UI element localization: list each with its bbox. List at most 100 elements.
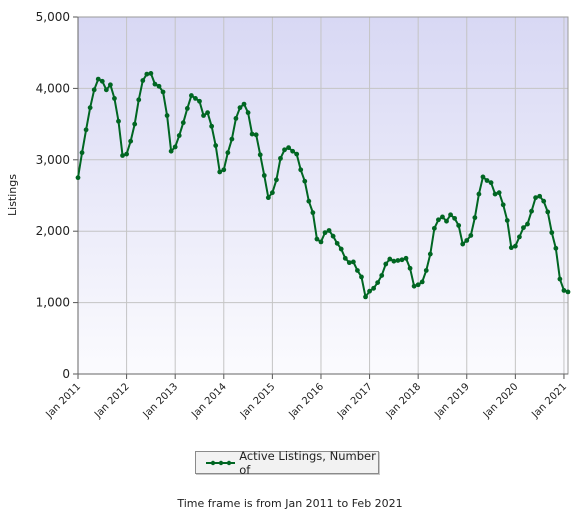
data-point (371, 285, 377, 291)
data-point (201, 113, 206, 118)
data-point (359, 274, 364, 280)
data-point (440, 214, 445, 220)
data-point (395, 258, 401, 263)
data-point (132, 121, 138, 127)
data-point (103, 87, 109, 93)
data-point (484, 178, 490, 183)
data-point (91, 87, 97, 93)
data-point (391, 258, 397, 264)
data-point (480, 174, 486, 180)
data-point (427, 251, 433, 257)
data-point (128, 138, 134, 144)
x-tick-label: Jan 2011 (43, 381, 83, 421)
data-point (83, 127, 89, 133)
data-point (553, 245, 559, 251)
data-point (407, 265, 413, 271)
data-point (249, 131, 255, 137)
data-point (431, 225, 437, 231)
data-point (314, 236, 320, 242)
data-point (205, 110, 210, 116)
data-point (148, 71, 154, 76)
data-point (302, 178, 308, 184)
x-tick-label: Jan 2013 (141, 381, 181, 421)
data-point (176, 133, 182, 138)
data-point (79, 150, 85, 156)
data-point (472, 215, 478, 221)
data-point (419, 279, 425, 285)
y-tick-label: 2,000 (36, 224, 70, 238)
data-point (322, 230, 328, 236)
y-tick-label: 3,000 (36, 153, 70, 167)
data-point (517, 234, 522, 240)
data-point (383, 261, 389, 267)
data-point (112, 95, 117, 101)
data-point (533, 195, 539, 201)
data-point (261, 173, 267, 178)
data-point (561, 288, 567, 293)
data-point (334, 240, 340, 246)
legend-swatch (206, 460, 236, 465)
data-point (164, 113, 170, 118)
data-point (541, 198, 547, 204)
data-point (209, 123, 215, 129)
grid (77, 16, 568, 375)
data-point (379, 273, 385, 278)
data-point (188, 93, 194, 98)
data-point (342, 255, 348, 261)
data-point (180, 120, 186, 126)
data-point (468, 233, 474, 238)
data-point (156, 83, 162, 89)
data-point (107, 82, 113, 88)
data-point (310, 210, 316, 216)
data-point (75, 175, 81, 181)
x-tick-label: Jan 2017 (335, 381, 375, 421)
x-tick-label: Jan 2018 (384, 381, 424, 421)
data-point (529, 208, 534, 214)
data-point (278, 155, 283, 161)
data-point (318, 239, 324, 245)
data-point (221, 167, 227, 173)
y-tick-label: 0 (62, 367, 70, 381)
data-point (492, 191, 498, 197)
data-point (144, 71, 150, 77)
data-point (350, 259, 356, 265)
data-point (172, 144, 178, 150)
plot-area (78, 17, 568, 374)
x-tick-label: Jan 2014 (189, 381, 229, 421)
data-point (269, 190, 275, 196)
data-point (294, 151, 300, 157)
y-axis-label: Listings (6, 174, 19, 216)
data-point (253, 132, 259, 138)
data-point (363, 294, 368, 300)
legend-label: Active Listings, Number of (239, 448, 376, 477)
data-point (217, 169, 223, 175)
data-point (399, 257, 405, 263)
data-point (197, 98, 202, 104)
y-tick-label: 5,000 (36, 10, 70, 24)
data-point (87, 105, 93, 111)
data-point (464, 238, 470, 243)
data-point (136, 97, 142, 103)
data-point (557, 276, 563, 282)
data-point (306, 198, 312, 204)
data-point (448, 212, 453, 218)
data-point (330, 233, 336, 239)
data-point (403, 255, 409, 261)
data-point (282, 147, 287, 153)
time-frame-note: Time frame is from Jan 2011 to Feb 2021 (177, 497, 403, 510)
data-point (355, 268, 360, 273)
y-tick-label: 4,000 (36, 81, 70, 95)
data-point (160, 89, 166, 95)
data-point (375, 280, 381, 286)
data-point (460, 241, 466, 247)
data-point (326, 228, 332, 233)
data-point (415, 282, 421, 288)
data-point (229, 136, 235, 142)
data-point (193, 95, 198, 101)
data-point (521, 225, 526, 231)
data-point (367, 288, 372, 294)
data-point (496, 190, 502, 196)
x-tick-label: Jan 2019 (432, 381, 472, 421)
